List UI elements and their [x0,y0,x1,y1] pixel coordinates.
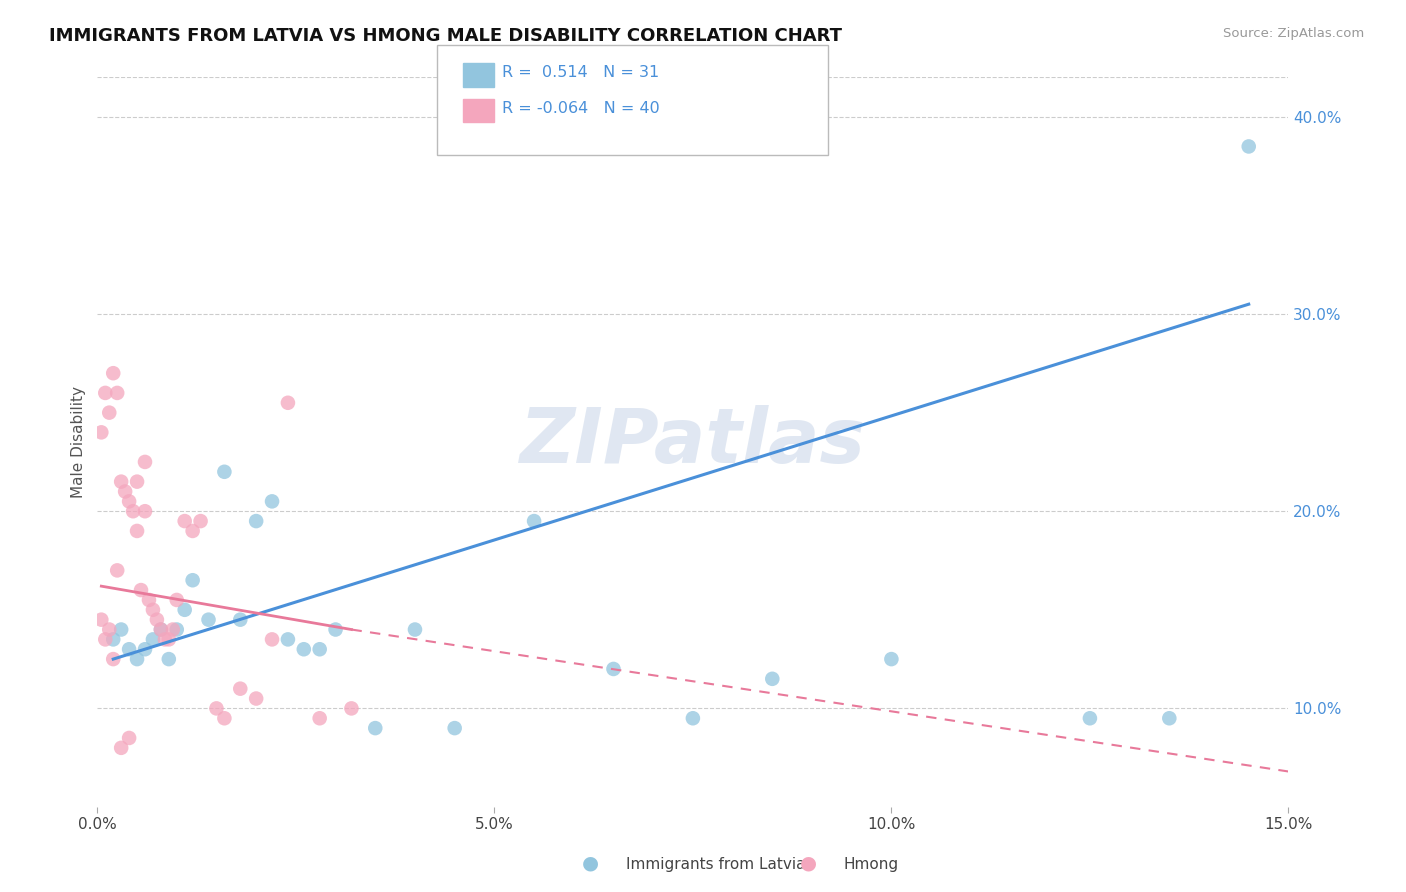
Text: Hmong: Hmong [844,857,898,872]
Point [214,465,236,479]
Point [308,642,330,657]
Text: ●: ● [582,854,599,872]
Point [181,524,204,538]
Point [364,721,387,735]
Point [94,385,117,400]
Point [98,406,121,420]
Point [340,701,363,715]
Point [110,623,132,637]
Point [173,514,195,528]
Point [157,632,180,647]
Point [761,672,783,686]
Point [114,484,136,499]
Point [125,652,148,666]
Point [118,642,141,657]
Point [181,573,204,587]
Point [277,632,299,647]
Point [880,652,903,666]
Point [229,613,252,627]
Point [125,475,148,489]
Point [214,711,236,725]
Text: R =  0.514   N = 31: R = 0.514 N = 31 [502,65,659,80]
Point [277,396,299,410]
Point [94,632,117,647]
Point [166,593,188,607]
Point [602,662,624,676]
Y-axis label: Male Disability: Male Disability [72,386,86,499]
Point [1237,139,1260,153]
Point [118,731,141,745]
Point [149,623,172,637]
Point [1078,711,1101,725]
Point [682,711,704,725]
Point [103,632,125,647]
Point [162,623,184,637]
Point [138,593,160,607]
Point [292,642,315,657]
Text: R = -0.064   N = 40: R = -0.064 N = 40 [502,101,659,116]
Point [229,681,252,696]
Point [260,494,283,508]
Point [90,613,112,627]
Point [325,623,347,637]
Point [98,623,121,637]
Point [103,652,125,666]
Text: Source: ZipAtlas.com: Source: ZipAtlas.com [1223,27,1364,40]
Point [134,642,156,657]
Point [105,563,128,577]
Point [166,623,188,637]
Point [245,514,267,528]
Point [146,613,169,627]
Point [523,514,546,528]
Point [118,494,141,508]
Text: Immigrants from Latvia: Immigrants from Latvia [626,857,806,872]
Point [260,632,283,647]
Point [134,504,156,518]
Point [142,632,165,647]
Point [125,524,148,538]
Point [157,652,180,666]
Point [110,740,132,755]
Point [142,603,165,617]
Point [404,623,426,637]
Point [122,504,145,518]
Point [190,514,212,528]
Text: ZIPatlas: ZIPatlas [520,405,866,479]
Point [153,632,176,647]
Point [90,425,112,440]
Point [173,603,195,617]
Point [205,701,228,715]
Point [197,613,219,627]
Point [149,623,172,637]
Point [105,385,128,400]
Point [245,691,267,706]
Point [1159,711,1181,725]
Text: ●: ● [800,854,817,872]
Text: IMMIGRANTS FROM LATVIA VS HMONG MALE DISABILITY CORRELATION CHART: IMMIGRANTS FROM LATVIA VS HMONG MALE DIS… [49,27,842,45]
Point [134,455,156,469]
Point [110,475,132,489]
Point [443,721,465,735]
Point [129,583,152,598]
Point [103,366,125,380]
Point [308,711,330,725]
